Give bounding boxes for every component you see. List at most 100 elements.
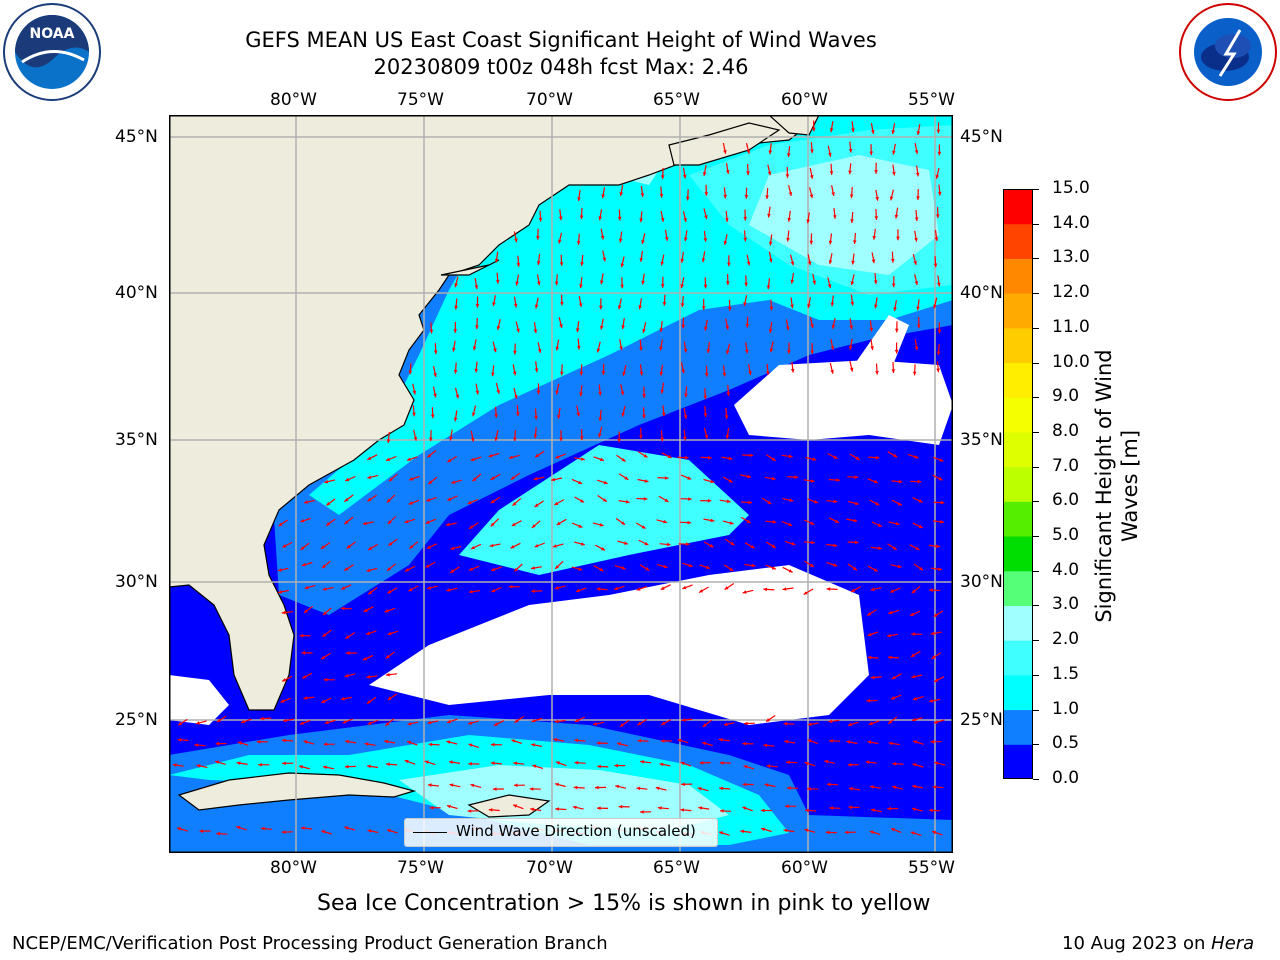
wave-direction-arrowhead [810,149,814,154]
wave-direction-arrowhead [805,808,809,813]
wave-direction-arrowhead [579,392,583,397]
wave-direction-arrowhead [621,458,626,462]
wave-direction-arrowhead [855,501,859,506]
wave-direction-arrowhead [708,455,712,460]
wave-direction-arrowhead [449,760,453,764]
wave-direction-arrowhead [531,718,536,723]
missing-area-4 [169,675,229,725]
lon-label-top: 80°W [270,90,317,110]
wave-direction-arrowhead [844,830,849,835]
wave-direction-arrowhead [301,826,305,830]
run-date: 10 Aug 2023 on Hera [1062,933,1254,954]
wave-direction-arrowhead [493,348,497,353]
wave-direction-arrowhead [683,415,688,419]
wave-direction-arrowhead [413,436,418,441]
wave-direction-arrowhead [194,743,199,747]
wave-direction-arrowhead [178,721,183,726]
wave-direction-arrowhead [807,722,812,726]
wave-direction-arrowhead [215,760,219,764]
wave-direction-arrowhead [555,807,559,811]
wave-direction-arrowhead [642,414,646,419]
wave-direction-arrowhead [534,415,538,420]
wave-direction-arrowhead [918,524,923,528]
wave-direction-arrowhead [577,345,581,350]
wave-direction-arrowhead [492,787,497,791]
wave-direction-arrowhead [685,542,690,546]
wave-direction-arrowhead [729,567,734,571]
wave-direction-arrowhead [516,328,520,333]
wave-direction-arrowhead [469,567,473,571]
wave-direction-arrowhead [824,759,829,764]
wave-direction-arrowhead [869,327,874,332]
wave-direction-arrowhead [468,589,473,594]
lat-label-left: 30°N [115,572,158,592]
wave-direction-arrowhead [790,368,795,373]
wave-direction-arrowhead [386,498,391,503]
wave-direction-arrowhead [490,499,495,504]
wave-direction-arrowhead [537,281,541,286]
wave-direction-arrowhead [660,175,665,179]
wave-direction-arrowhead [640,760,644,764]
wave-direction-arrowhead [940,500,945,505]
wave-direction-arrowhead [765,195,769,199]
wave-direction-arrowhead [475,304,480,308]
map-legend: Wind Wave Direction (unscaled) [404,818,718,847]
wave-direction-arrowhead [848,148,853,153]
wave-direction-arrowhead [829,739,833,743]
wave-direction-arrowhead [405,568,410,572]
wave-direction-arrowhead [345,739,349,744]
wave-direction-arrowhead [472,346,477,351]
wave-direction-arrowhead [278,522,283,527]
wave-direction-arrowhead [934,678,939,682]
wave-direction-arrowhead [871,259,876,264]
wave-direction-arrowhead [930,740,934,744]
wave-direction-arrowhead [576,412,580,417]
wave-direction-arrowhead [641,240,645,244]
wave-direction-arrowhead [430,414,435,419]
wave-direction-arrowhead [661,412,666,417]
wave-direction-arrowhead [599,457,604,461]
wave-direction-arrowhead [786,760,790,765]
wave-direction-arrowhead [869,151,874,156]
wave-direction-arrowhead [428,480,433,485]
wave-direction-arrowhead [277,568,282,572]
wave-direction-arrowhead [236,761,241,765]
wave-direction-arrowhead [849,367,854,372]
wave-direction-arrowhead [914,455,919,459]
wave-direction-arrowhead [554,281,559,286]
wave-direction-arrowhead [558,239,562,244]
colorbar-swatch [1003,605,1033,641]
wave-direction-arrowhead [660,284,665,288]
wave-direction-arrowhead [534,503,539,507]
wave-direction-arrowhead [577,197,581,201]
wave-direction-arrowhead [619,346,623,351]
wave-direction-arrowhead [514,238,518,243]
map-frame [169,115,953,853]
colorbar-tick-mark [1033,536,1039,538]
wave-direction-arrowhead [848,170,852,175]
colorbar-tick-label: 13.0 [1052,247,1090,268]
wave-direction-arrowhead [814,500,818,504]
wave-direction-arrowhead [830,302,835,307]
wave-direction-arrowhead [513,761,518,766]
wave-direction-arrowhead [596,741,601,745]
wave-direction-arrowhead [791,541,796,546]
wave-direction-arrowhead [508,584,513,589]
wave-direction-arrowhead [574,760,579,765]
wave-direction-arrowhead [367,829,372,833]
wave-direction-arrowhead [929,699,933,703]
wave-direction-arrowhead [554,586,559,590]
wave-direction-arrowhead [258,763,262,767]
wave-direction-arrowhead [344,498,349,502]
wave-direction-arrowhead [324,720,329,725]
wave-direction-arrowhead [555,565,559,569]
wave-direction-arrowhead [804,761,809,766]
wave-direction-arrowhead [912,697,917,701]
wave-direction-arrowhead [177,738,182,742]
wave-direction-arrowhead [891,369,896,373]
wave-direction-arrowhead [913,740,918,744]
wave-direction-arrowhead [871,130,875,134]
wave-direction-arrowhead [933,263,938,268]
wave-direction-arrowhead [490,476,495,480]
wave-direction-arrowhead [447,497,452,501]
